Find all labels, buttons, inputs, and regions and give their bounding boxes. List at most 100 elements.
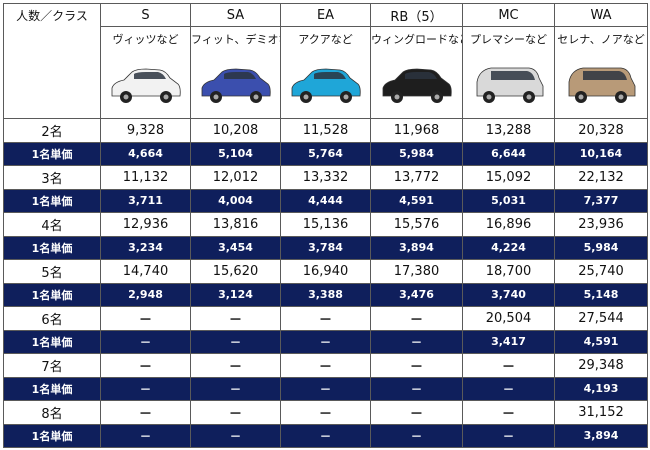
group-price-row: 5名 14,740 15,620 16,940 17,380 18,700 25,740: [3, 259, 648, 284]
price-cell: 15,136: [280, 212, 371, 237]
price-cell: －: [280, 423, 371, 448]
class-code-rb: RB（5）: [370, 3, 463, 27]
price-cell: －: [370, 376, 463, 401]
price-cell: 4,224: [462, 235, 555, 260]
price-cell: －: [280, 329, 371, 354]
group-price-row: 3名 11,132 12,012 13,332 13,772 15,092 22,132: [3, 165, 648, 190]
price-cell: －: [190, 353, 281, 378]
car-image-cell: [190, 51, 281, 119]
price-cell: －: [462, 400, 555, 425]
price-cell: 5,148: [554, 282, 648, 307]
car-image-cell: [280, 51, 371, 119]
price-cell: 5,984: [554, 235, 648, 260]
group-size-label: 2名: [3, 118, 101, 143]
price-cell: 6,644: [462, 141, 555, 166]
unit-price-label: 1名単価: [3, 282, 101, 307]
car-image-cell: [100, 51, 191, 119]
price-table: 人数／クラス S SA EA RB（5） MC WA ヴィッツなど フィット、デ…: [3, 3, 648, 448]
price-cell: 15,576: [370, 212, 463, 237]
price-cell: 31,152: [554, 400, 648, 425]
price-cell: －: [370, 400, 463, 425]
unit-price-row: 1名単価 2,948 3,124 3,388 3,476 3,740 5,148: [3, 282, 648, 307]
class-example-sa: フィット、デミオなど: [190, 26, 281, 51]
price-cell: －: [370, 306, 463, 331]
price-cell: －: [190, 423, 281, 448]
price-cell: 3,476: [370, 282, 463, 307]
price-cell: 15,092: [462, 165, 555, 190]
price-cell: 11,968: [370, 118, 463, 143]
price-cell: 13,772: [370, 165, 463, 190]
price-cell: 3,711: [100, 188, 191, 213]
price-cell: 12,012: [190, 165, 281, 190]
group-size-label: 5名: [3, 259, 101, 284]
price-cell: 3,894: [554, 423, 648, 448]
price-cell: 16,896: [462, 212, 555, 237]
price-cell: 25,740: [554, 259, 648, 284]
class-code-mc: MC: [462, 3, 555, 27]
unit-price-label: 1名単価: [3, 188, 101, 213]
price-cell: 29,348: [554, 353, 648, 378]
price-cell: 9,328: [100, 118, 191, 143]
price-cell: 23,936: [554, 212, 648, 237]
price-cell: 3,124: [190, 282, 281, 307]
class-example-s: ヴィッツなど: [100, 26, 191, 51]
price-cell: 11,132: [100, 165, 191, 190]
price-cell: 4,193: [554, 376, 648, 401]
price-cell: －: [370, 353, 463, 378]
class-example-wa: セレナ、ノアなど: [554, 26, 648, 51]
price-cell: 3,417: [462, 329, 555, 354]
unit-price-label: 1名単価: [3, 235, 101, 260]
price-cell: 18,700: [462, 259, 555, 284]
price-cell: －: [462, 353, 555, 378]
price-cell: 7,377: [554, 188, 648, 213]
unit-price-row: 1名単価－－－－ 3,417 4,591: [3, 329, 648, 354]
price-cell: 4,004: [190, 188, 281, 213]
price-cell: 3,454: [190, 235, 281, 260]
unit-price-label: 1名単価: [3, 423, 101, 448]
price-cell: 17,380: [370, 259, 463, 284]
car-image: [382, 68, 452, 103]
price-cell: －: [280, 306, 371, 331]
price-cell: 2,948: [100, 282, 191, 307]
group-price-row: 6名－－－－ 20,504 27,544: [3, 306, 648, 331]
class-code-s: S: [100, 3, 191, 27]
unit-price-label: 1名単価: [3, 329, 101, 354]
class-example-rb: ウィングロードなど: [370, 26, 463, 51]
price-cell: 5,104: [190, 141, 281, 166]
car-image: [291, 68, 361, 103]
group-price-row: 4名 12,936 13,816 15,136 15,576 16,896 23,936: [3, 212, 648, 237]
group-price-row: 7名－－－－－ 29,348: [3, 353, 648, 378]
price-cell: －: [100, 353, 191, 378]
car-image: [476, 67, 543, 103]
price-cell: 11,528: [280, 118, 371, 143]
corner-label: 人数／クラス: [3, 3, 101, 119]
price-cell: －: [190, 306, 281, 331]
price-cell: 4,591: [370, 188, 463, 213]
class-example-row: ヴィッツなど フィット、デミオなど アクアなど ウィングロードなど プレマシーな…: [4, 26, 648, 51]
car-image-row: [4, 51, 648, 119]
car-image: [201, 68, 271, 103]
price-cell: 3,894: [370, 235, 463, 260]
class-code-ea: EA: [280, 3, 371, 27]
price-cell: －: [462, 423, 555, 448]
price-cell: 14,740: [100, 259, 191, 284]
price-cell: 10,164: [554, 141, 648, 166]
price-cell: 5,031: [462, 188, 555, 213]
price-cell: 16,940: [280, 259, 371, 284]
price-cell: 20,504: [462, 306, 555, 331]
price-cell: 3,388: [280, 282, 371, 307]
price-cell: －: [190, 376, 281, 401]
price-cell: 13,816: [190, 212, 281, 237]
price-cell: 13,288: [462, 118, 555, 143]
price-cell: 20,328: [554, 118, 648, 143]
group-size-label: 8名: [3, 400, 101, 425]
price-cell: －: [100, 329, 191, 354]
class-example-mc: プレマシーなど: [462, 26, 555, 51]
car-image-cell: [370, 51, 463, 119]
price-cell: 12,936: [100, 212, 191, 237]
price-cell: －: [190, 329, 281, 354]
car-image: [111, 68, 181, 103]
price-cell: －: [280, 353, 371, 378]
price-cell: 3,784: [280, 235, 371, 260]
price-table-body: 2名 9,328 10,208 11,528 11,968 13,288 20,328 1名単…: [3, 118, 648, 448]
